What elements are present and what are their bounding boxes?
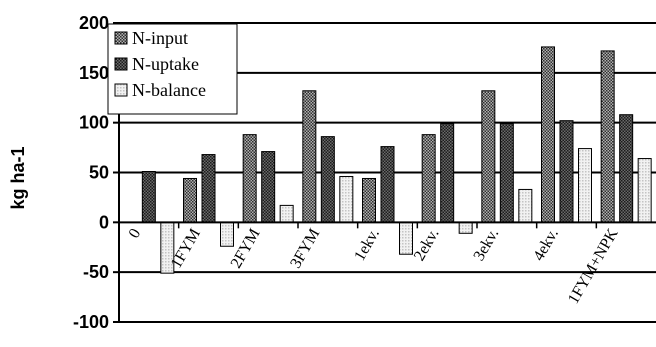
legend-swatch [114,83,128,97]
category-label: 4ekv. [530,226,562,264]
bar-n-balance [339,175,354,223]
bar-n-uptake [201,154,216,223]
bar-n-uptake [440,123,455,223]
legend-label: N-input [132,28,188,48]
bar-n-input [302,90,317,223]
bar-n-input [421,134,436,223]
category-label: 3FYM [287,226,323,271]
category-label: 3ekv. [471,226,503,264]
category-labels: 0 1FYM 2FYM 3FYM 1ekv. 2ekv. 3ekv. 4ekv. 1FYM+NP… [126,225,622,306]
bar-n-uptake [261,151,276,223]
y-tick-label: 150 [79,63,109,83]
y-tick-label: 50 [89,163,109,183]
legend-swatch [114,31,128,45]
bar-n-balance [458,221,473,234]
bar-n-uptake [141,171,156,223]
bar-n-balance [518,188,533,223]
bar-n-uptake [380,146,395,223]
category-label: 2ekv. [411,226,443,264]
category-label: 1ekv. [351,226,383,264]
bar-n-uptake [559,120,574,223]
bar-n-balance [220,221,234,247]
y-tick-label: 100 [79,113,109,133]
bar-n-input [481,90,496,223]
y-tick-label: -100 [73,312,109,332]
bar-n-uptake [499,123,514,223]
bar-n-balance [637,158,652,223]
bar-n-balance [399,221,413,255]
legend: N-input N-uptake N-balance [107,23,238,115]
legend-label: N-uptake [132,54,199,74]
y-tick-label: 0 [99,212,109,232]
bar-n-input [541,46,555,223]
bar-n-input [600,50,615,223]
bar-n-balance [578,148,592,223]
legend-label: N-balance [132,80,206,100]
bar-n-input [183,177,197,223]
y-tick-label: -50 [83,262,109,282]
bar-n-balance [279,204,294,223]
bar-n-input [242,134,257,223]
bar-n-input [362,177,376,223]
legend-box [107,23,238,115]
bar-n-uptake [619,114,634,223]
legend-swatch [114,57,128,71]
category-label: 1FYM+NPK [565,225,622,306]
y-tick-label: 200 [79,13,109,33]
y-tick-labels: -100 -50 0 50 100 150 200 [73,13,119,332]
y-axis-title: kg ha-1 [8,146,28,209]
bar-n-uptake [320,136,335,223]
category-label: 0 [126,226,145,241]
